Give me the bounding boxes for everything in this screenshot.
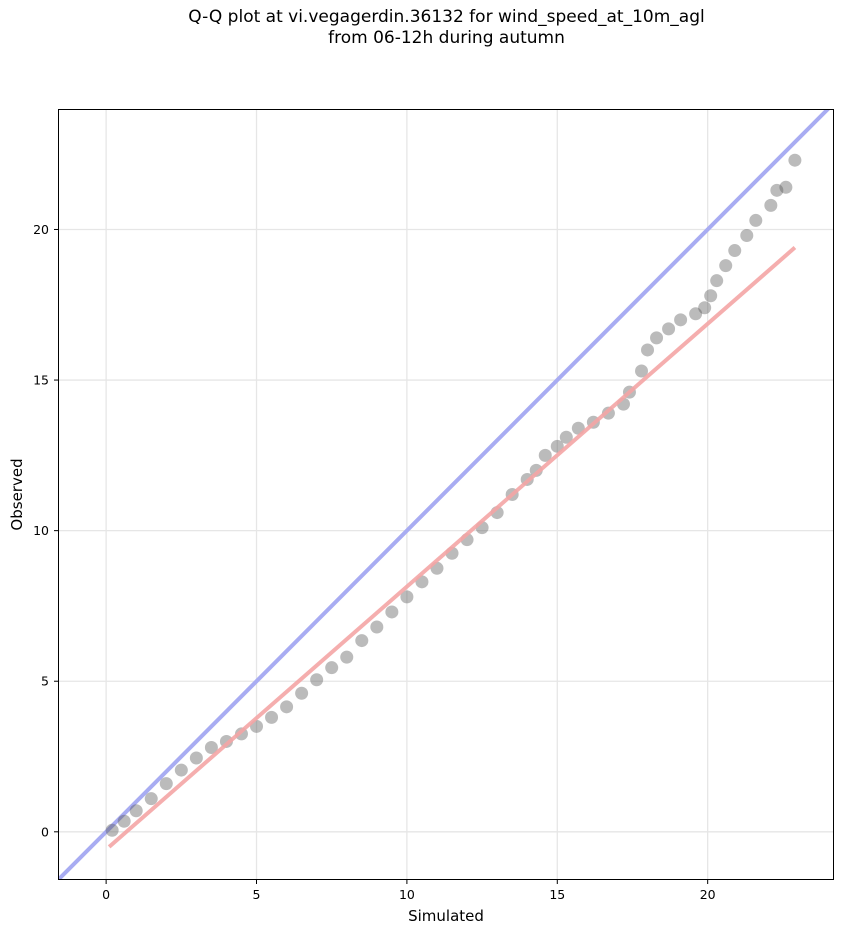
data-point — [559, 430, 573, 444]
data-point — [340, 650, 354, 664]
plot-area — [58, 109, 831, 880]
data-point — [310, 673, 324, 687]
data-point — [770, 183, 784, 197]
data-point — [749, 213, 763, 227]
fit-line — [107, 246, 797, 849]
data-point — [719, 259, 733, 273]
x-tick-label: 20 — [700, 887, 716, 902]
data-point — [204, 740, 218, 754]
data-point — [779, 180, 793, 194]
data-point — [650, 331, 664, 345]
data-point — [529, 463, 543, 477]
x-tick-label: 15 — [549, 887, 565, 902]
data-point — [280, 700, 294, 714]
data-point — [385, 605, 399, 619]
x-tick-label: 10 — [399, 887, 415, 902]
data-point — [662, 322, 676, 336]
axis-ticks: 0 5 10 15 20 0 5 10 15 20 — [33, 222, 716, 902]
data-point — [159, 777, 173, 791]
axes-frame — [58, 109, 834, 880]
data-point — [400, 590, 414, 604]
y-tick-label: 5 — [41, 674, 49, 689]
data-point — [740, 228, 754, 242]
grid — [58, 109, 834, 880]
data-point — [129, 804, 143, 818]
data-point — [174, 763, 188, 777]
data-point — [370, 620, 384, 634]
data-point — [550, 439, 564, 453]
data-point — [788, 153, 802, 167]
chart-title: Q-Q plot at vi.vegagerdin.36132 for wind… — [0, 7, 843, 49]
x-axis-label: Simulated — [408, 907, 484, 925]
data-point — [117, 814, 131, 828]
y-axis-label: Observed — [8, 458, 26, 530]
identity-line — [58, 109, 831, 880]
data-point — [635, 364, 649, 378]
y-tick-label: 0 — [41, 824, 49, 839]
data-point — [704, 289, 718, 303]
chart-title-line-2: from 06-12h during autumn — [328, 28, 565, 48]
data-point — [689, 307, 703, 321]
y-tick-label: 15 — [33, 373, 49, 388]
data-point — [764, 198, 778, 212]
y-tick-label: 10 — [33, 523, 49, 538]
data-point — [355, 634, 369, 648]
data-point — [728, 244, 742, 258]
data-point — [698, 301, 712, 315]
data-point — [189, 751, 203, 765]
points-group — [105, 153, 802, 837]
data-point — [295, 686, 309, 700]
data-point — [105, 823, 119, 837]
chart-title-line-1: Q-Q plot at vi.vegagerdin.36132 for wind… — [188, 7, 705, 27]
data-point — [710, 274, 724, 288]
data-point — [325, 661, 339, 675]
data-point — [144, 792, 158, 806]
y-tick-label: 20 — [33, 222, 49, 237]
data-point — [538, 448, 552, 462]
data-point — [265, 710, 279, 724]
data-point — [641, 343, 655, 357]
x-tick-label: 0 — [102, 887, 110, 902]
data-point — [674, 313, 688, 327]
x-tick-label: 5 — [253, 887, 261, 902]
